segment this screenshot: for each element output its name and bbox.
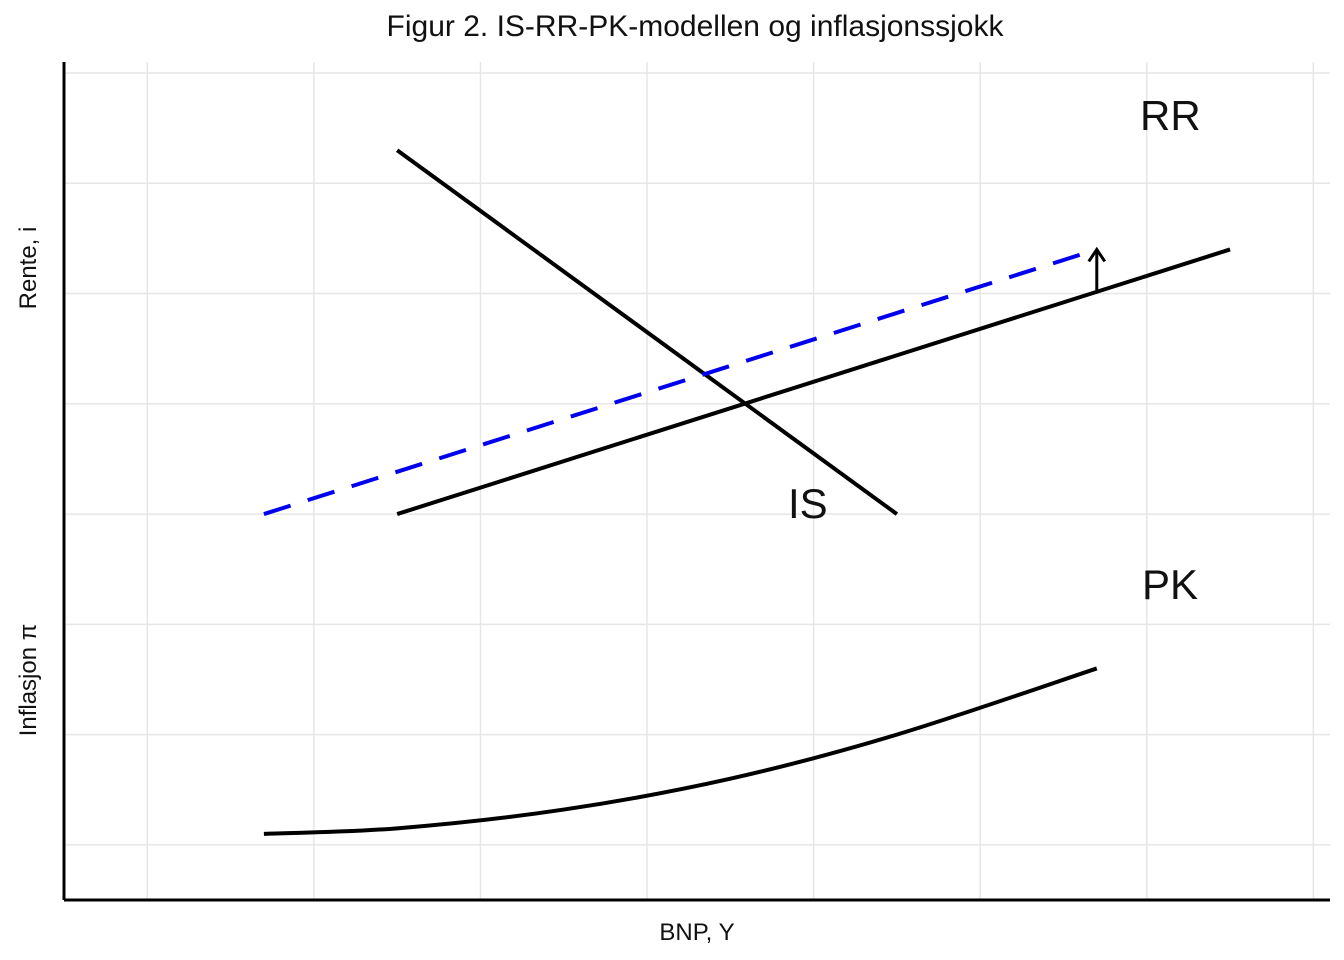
- rr-curve: [396, 247, 1231, 516]
- shift-arrow-head: [1087, 246, 1107, 263]
- pk-curve-label: PK: [1142, 561, 1198, 608]
- shifted-rr-curve: [263, 247, 1098, 516]
- y-axis-label-lower: Inflasjon π: [15, 624, 42, 737]
- x-axis-label: BNP, Y: [659, 919, 734, 946]
- series-layer: [263, 148, 1231, 836]
- grid: [64, 62, 1330, 900]
- is-curve-label: IS: [788, 480, 828, 527]
- rr-curve-label: RR: [1140, 92, 1201, 139]
- annotations-layer: [1087, 246, 1107, 294]
- pk-curve: [263, 666, 1098, 836]
- is-curve: [395, 148, 899, 516]
- y-axis-label-upper: Rente, i: [15, 227, 42, 310]
- chart-title: Figur 2. IS-RR-PK-modellen og inflasjons…: [386, 10, 1004, 43]
